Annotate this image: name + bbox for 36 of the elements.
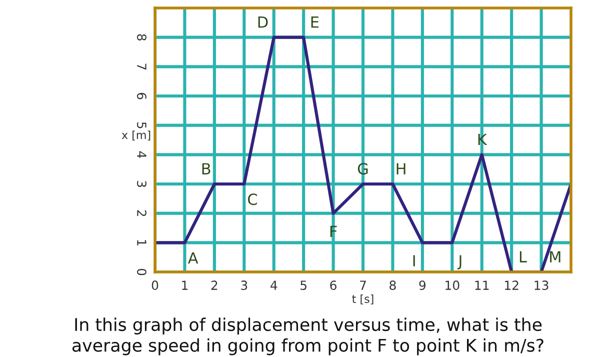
x-tick-label: 3 bbox=[241, 280, 248, 290]
x-tick-label: 2 bbox=[211, 280, 218, 290]
y-tick-label: 6 bbox=[136, 92, 146, 100]
annotation: H bbox=[396, 163, 406, 174]
y-tick-label: 0 bbox=[136, 268, 146, 276]
annotation: I bbox=[413, 255, 415, 266]
y-tick-label: 8 bbox=[136, 34, 146, 40]
annotation: A bbox=[188, 252, 198, 264]
annotation: C bbox=[248, 194, 257, 206]
x-tick-label: 5 bbox=[300, 280, 306, 290]
x-tick-label: 12 bbox=[504, 280, 518, 290]
y-tick-label: 7 bbox=[137, 64, 146, 70]
x-tick-label: 11 bbox=[475, 280, 489, 290]
y-tick-label: 1 bbox=[137, 240, 146, 246]
annotation: B bbox=[202, 163, 210, 174]
y-tick-label: 5 bbox=[136, 122, 146, 128]
x-tick-label: 10 bbox=[446, 280, 460, 290]
annotation: J bbox=[457, 255, 462, 270]
x-tick-label: 9 bbox=[419, 280, 426, 290]
annotation: D bbox=[258, 16, 268, 28]
y-tick-label: 2 bbox=[137, 210, 146, 216]
x-tick-label: 6 bbox=[330, 280, 336, 290]
x-tick-label: 7 bbox=[360, 280, 366, 290]
x-tick-label: 8 bbox=[390, 280, 396, 290]
x-axis-title: t [s] bbox=[352, 294, 374, 304]
x-tick-label: 4 bbox=[270, 280, 278, 290]
y-axis-title: x [m] bbox=[122, 130, 150, 140]
x-tick-label: 0 bbox=[152, 280, 158, 290]
annotation: M bbox=[550, 251, 560, 262]
text: In this graph of displacement versus time, what is the average speed in going from point F to point K in m/s? bbox=[72, 318, 544, 356]
y-tick-label: 3 bbox=[136, 180, 146, 187]
x-tick-label: 13 bbox=[534, 280, 548, 290]
annotation: E bbox=[311, 16, 319, 28]
y-tick-label: 4 bbox=[137, 151, 146, 158]
x-tick-label: 1 bbox=[182, 280, 188, 290]
annotation: L bbox=[520, 251, 527, 262]
